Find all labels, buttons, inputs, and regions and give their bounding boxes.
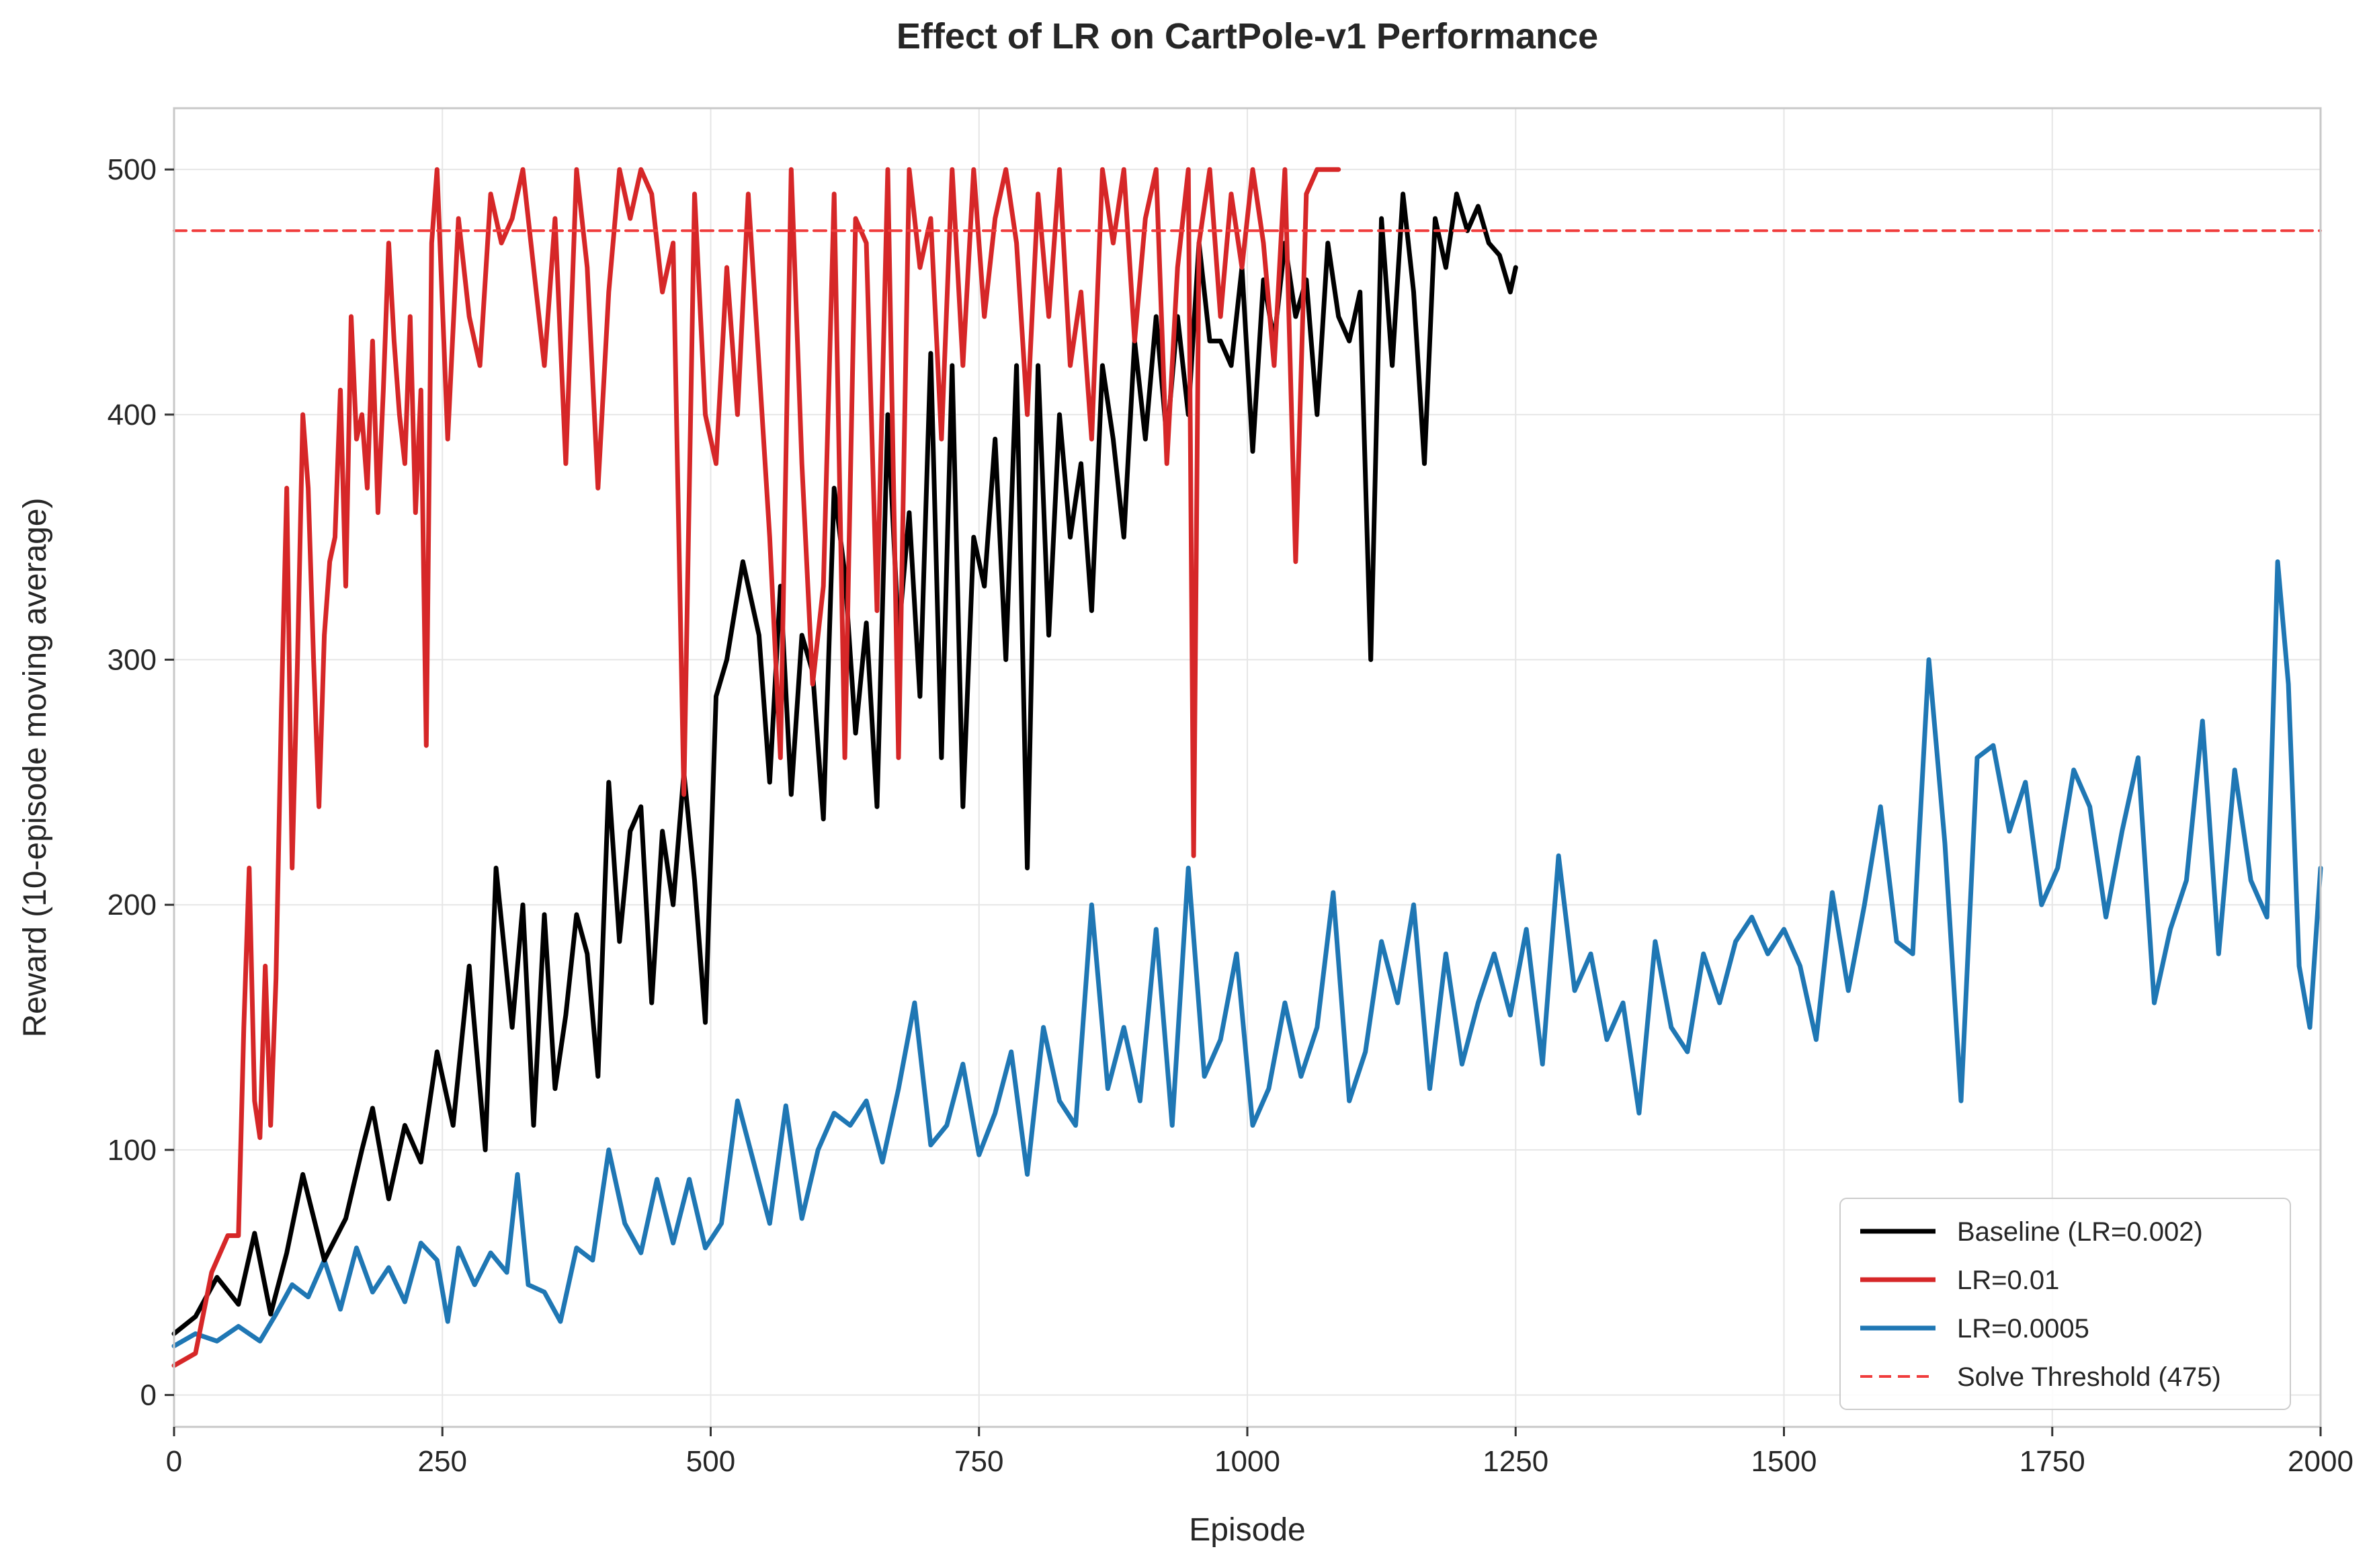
x-tick-label: 2000 — [2288, 1445, 2354, 1478]
x-tick-label: 250 — [418, 1445, 467, 1478]
chart-title: Effect of LR on CartPole-v1 Performance — [897, 16, 1598, 56]
series-group — [171, 167, 2323, 1368]
legend-label: Solve Threshold (475) — [1957, 1362, 2221, 1392]
x-axis-label: Episode — [1189, 1512, 1305, 1548]
x-tick-label: 0 — [166, 1445, 182, 1478]
legend-label: LR=0.01 — [1957, 1266, 2059, 1295]
legend-box — [1839, 1198, 2291, 1410]
y-tick-label: 300 — [108, 644, 157, 677]
legend-label: Baseline (LR=0.002) — [1957, 1217, 2203, 1247]
x-tick-label: 1250 — [1483, 1445, 1548, 1478]
x-tick-label: 1500 — [1751, 1445, 1817, 1478]
y-tick-label: 100 — [108, 1134, 157, 1167]
legend-entries: Baseline (LR=0.002) LR=0.01 LR=0.0005 Solve… — [1860, 1217, 2221, 1392]
axis-ticks: 0 250 500 750 1000 1250 1500 1750 2000 0 100 200 300… — [108, 153, 2354, 1478]
legend-label: LR=0.0005 — [1957, 1314, 2089, 1344]
series-line-1 — [171, 167, 1341, 1368]
series-line-2 — [171, 559, 2323, 1349]
y-tick-label: 0 — [140, 1379, 157, 1412]
x-tick-label: 500 — [686, 1445, 735, 1478]
x-tick-label: 1000 — [1214, 1445, 1280, 1478]
y-tick-label: 500 — [108, 153, 157, 186]
x-tick-label: 750 — [954, 1445, 1003, 1478]
x-tick-label: 1750 — [2020, 1445, 2085, 1478]
y-tick-label: 200 — [108, 889, 157, 921]
y-tick-label: 400 — [108, 399, 157, 431]
series-line-0 — [171, 192, 1518, 1336]
legend: Baseline (LR=0.002) LR=0.01 LR=0.0005 Solve… — [1839, 1198, 2291, 1410]
y-axis-label: Reward (10-episode moving average) — [17, 497, 53, 1037]
